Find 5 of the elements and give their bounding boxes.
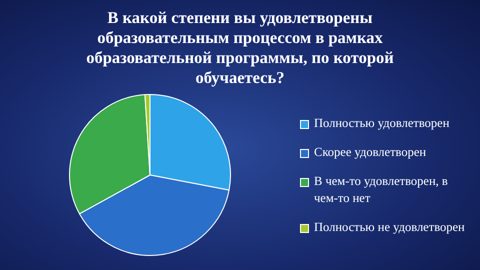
legend-label: В чем-то удовлетворен, в чем-то нет	[314, 172, 449, 206]
chart-title: В какой степени вы удовлетворены образовательным процессом в рамках образовательной программы, по которой обучаетесь?	[85, 7, 395, 88]
legend-label: Полностью не удовлетворен	[314, 218, 465, 236]
legend-label: Полностью удовлетворен	[314, 114, 450, 132]
legend-label: Скорее удовлетворен	[314, 144, 426, 160]
